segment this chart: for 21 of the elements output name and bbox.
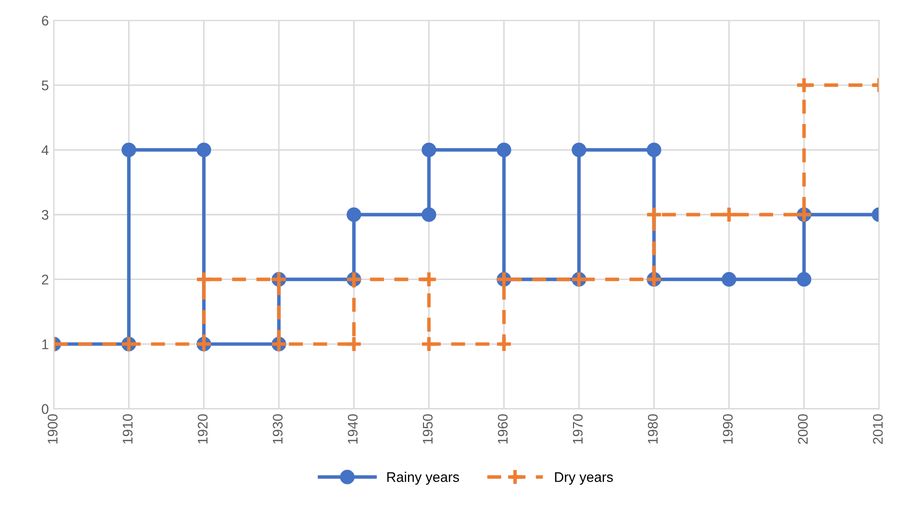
y-tick-label: 2 xyxy=(42,274,48,284)
x-tick-label: 1900 xyxy=(48,414,58,444)
y-tick-label: 0 xyxy=(42,404,48,414)
x-tick-label: 2010 xyxy=(872,414,883,444)
y-tick-label: 6 xyxy=(42,16,48,26)
legend-label: Dry years xyxy=(555,472,613,485)
x-tick-label: 1960 xyxy=(498,414,508,444)
x-tick-label: 1930 xyxy=(272,414,283,444)
y-tick-label: 4 xyxy=(42,145,49,155)
legend-label: Rainy years xyxy=(387,472,460,485)
x-tick-label: 2000 xyxy=(798,414,808,444)
y-tick-label: 1 xyxy=(42,340,48,350)
x-tick-label: 1980 xyxy=(648,414,658,444)
y-tick-label: 3 xyxy=(42,210,48,220)
x-tick-label: 1970 xyxy=(572,414,583,444)
x-tick-label: 1940 xyxy=(348,414,358,444)
x-tick-label: 1910 xyxy=(122,414,133,444)
x-tick-label: 1920 xyxy=(198,414,208,444)
x-tick-label: 1990 xyxy=(722,414,733,444)
x-tick-label: 1950 xyxy=(422,414,433,444)
y-tick-label: 5 xyxy=(42,80,48,90)
